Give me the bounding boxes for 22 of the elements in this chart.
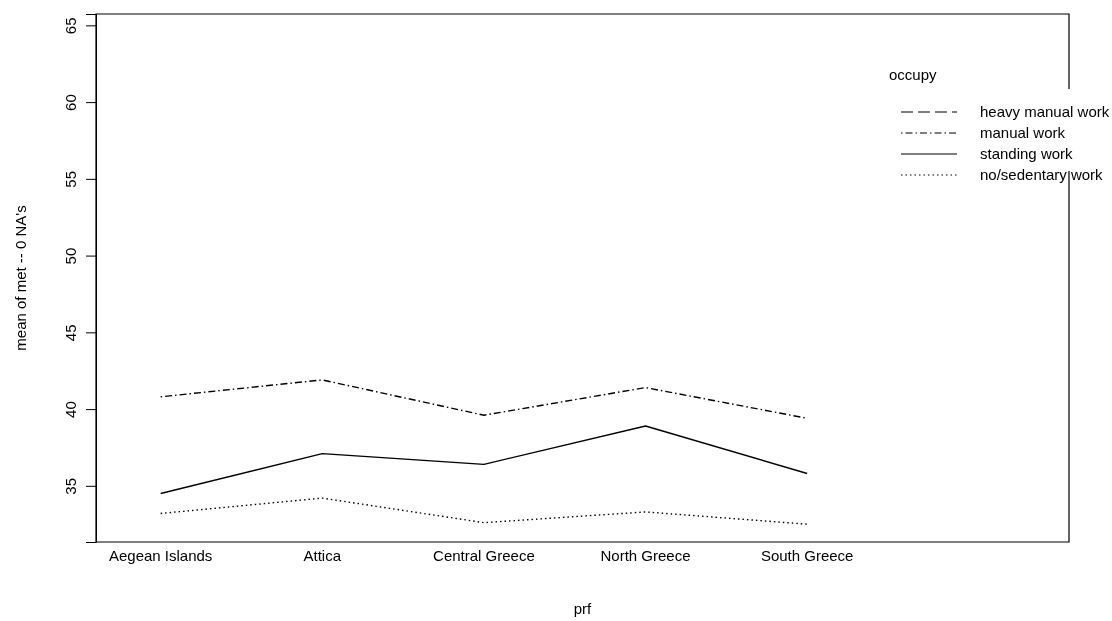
y-tick-label: 45 — [62, 324, 79, 342]
y-tick-label: 65 — [62, 17, 79, 35]
x-tick-label: North Greece — [600, 547, 691, 564]
x-tick-label: Attica — [303, 547, 342, 564]
x-tick-label: South Greece — [760, 547, 854, 564]
y-tick-label: 60 — [62, 94, 79, 111]
x-axis-title: prf — [573, 600, 593, 617]
y-tick-label: 40 — [62, 401, 79, 418]
legend-title: occupy — [889, 66, 938, 83]
legend-label: heavy manual work — [980, 103, 1110, 120]
y-tick-label: 35 — [62, 477, 79, 495]
line-series — [159, 425, 808, 495]
legend-label: no/sedentary work — [980, 166, 1104, 183]
line-series — [159, 497, 808, 525]
x-tick-label: Central Greece — [433, 547, 535, 564]
x-tick-label: Aegean Islands — [108, 547, 213, 564]
legend-label: manual work — [980, 124, 1066, 141]
y-tick-label: 55 — [62, 171, 79, 188]
y-axis-title: mean of met -- 0 NA's — [12, 205, 29, 351]
legend-label: standing work — [980, 145, 1074, 162]
y-tick-label: 50 — [62, 247, 79, 265]
line-series — [159, 379, 808, 419]
